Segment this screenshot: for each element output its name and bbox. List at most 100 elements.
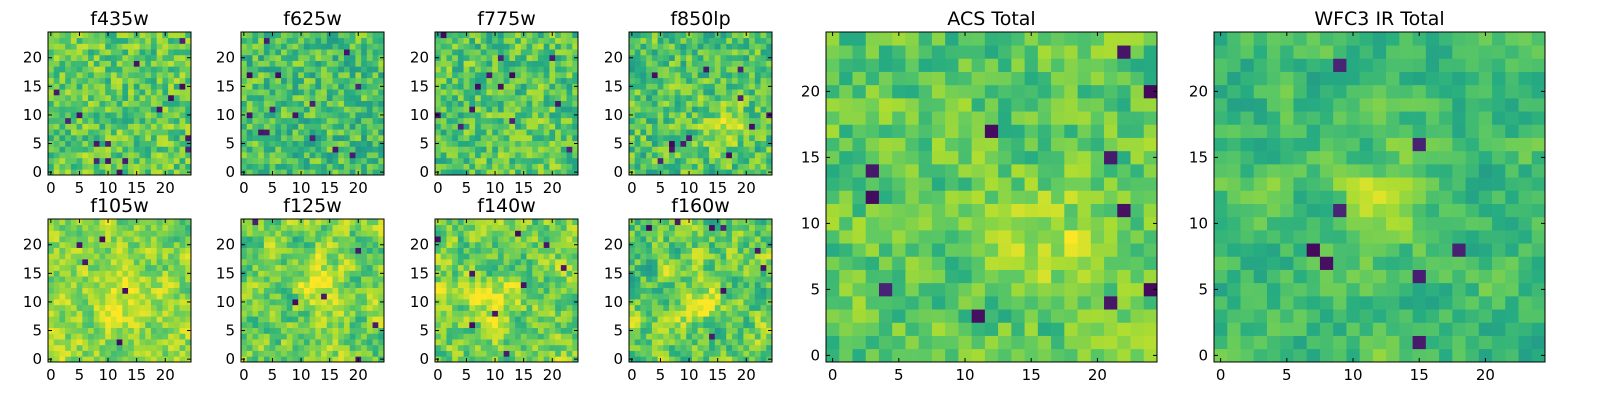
heatmap-cell (139, 293, 146, 300)
heatmap-cell (440, 49, 447, 56)
heatmap-cell (53, 43, 60, 50)
x-tick-label: 20 (737, 179, 756, 197)
heatmap-cell (737, 140, 744, 147)
heatmap-cell (173, 350, 180, 357)
heatmap-cell (65, 299, 72, 306)
heatmap-cell (116, 106, 123, 113)
heatmap-cell (686, 129, 693, 136)
heatmap-cell (263, 339, 270, 346)
heatmap-cell (720, 304, 727, 311)
heatmap-cell (53, 112, 60, 119)
heatmap-cell (492, 60, 499, 67)
heatmap-cell (252, 316, 259, 323)
heatmap-cell (275, 236, 282, 243)
heatmap-cell (469, 89, 476, 96)
heatmap-cell (697, 276, 704, 283)
heatmap-cell (263, 281, 270, 288)
heatmap-cell (156, 129, 163, 136)
heatmap-cell (88, 72, 95, 79)
heatmap-cell (349, 304, 356, 311)
heatmap-cell (122, 293, 129, 300)
heatmap-cell (743, 344, 750, 351)
heatmap-cell (298, 112, 305, 119)
heatmap-cell (691, 293, 698, 300)
heatmap-cell (321, 163, 328, 170)
heatmap-cell (526, 299, 533, 306)
heatmap-cell (133, 241, 140, 248)
heatmap-cell (463, 123, 470, 130)
heatmap-cell (486, 37, 493, 44)
heatmap-cell (509, 32, 516, 39)
heatmap-cell (469, 77, 476, 84)
heatmap-cell (726, 152, 733, 159)
heatmap-cell (185, 264, 192, 271)
heatmap-cell (139, 83, 146, 90)
heatmap-cell (480, 327, 487, 334)
heatmap-cell (309, 270, 316, 277)
heatmap-cell (640, 276, 647, 283)
heatmap-cell (241, 287, 248, 294)
heatmap-cell (105, 37, 112, 44)
heatmap-cell (355, 230, 362, 237)
heatmap-cell (731, 123, 739, 130)
heatmap-cell (59, 236, 66, 243)
heatmap-cell (179, 94, 186, 101)
heatmap-cell (634, 327, 641, 334)
heatmap-cell (560, 123, 567, 130)
heatmap-cell (766, 163, 773, 170)
heatmap-cell (486, 146, 493, 153)
heatmap-cell (640, 100, 647, 107)
heatmap-cell (497, 264, 504, 271)
heatmap-cell (634, 310, 641, 317)
heatmap-cell (246, 270, 253, 277)
heatmap-cell (378, 316, 385, 323)
heatmap-cell (343, 316, 351, 323)
heatmap-cell (185, 350, 192, 357)
heatmap-cell (361, 327, 368, 334)
heatmap-cell (646, 43, 653, 50)
heatmap-cell (269, 270, 276, 277)
heatmap-cell (309, 106, 316, 113)
heatmap-cell (338, 310, 345, 317)
heatmap-cell (162, 112, 169, 119)
heatmap-cell (65, 219, 72, 226)
heatmap-cell (128, 106, 135, 113)
heatmap-cell (99, 253, 106, 260)
heatmap-cell (555, 123, 562, 130)
heatmap-cell (475, 146, 482, 153)
heatmap-cell (646, 321, 653, 329)
heatmap-cell (281, 316, 288, 323)
heatmap-cell (697, 344, 704, 351)
heatmap-cell (241, 123, 248, 130)
heatmap-cell (116, 152, 123, 159)
heatmap-cell (252, 247, 259, 254)
heatmap-cell (674, 310, 681, 317)
heatmap-cell (446, 152, 453, 159)
heatmap-cell (532, 117, 539, 124)
heatmap-cell (332, 134, 339, 142)
heatmap-cell (749, 89, 756, 96)
heatmap-cell (446, 72, 453, 79)
heatmap-cell (332, 327, 339, 334)
heatmap-cell (749, 310, 756, 317)
heatmap-cell (349, 219, 356, 226)
heatmap-cell (651, 152, 658, 159)
heatmap-cell (133, 106, 140, 113)
heatmap-cell (269, 66, 276, 73)
heatmap-cell (366, 89, 373, 96)
heatmap-cell (640, 157, 647, 164)
heatmap-cell (680, 281, 687, 288)
heatmap-cell (509, 344, 516, 351)
heatmap-cell (252, 270, 259, 277)
heatmap-cell (492, 327, 499, 334)
heatmap-cell (440, 32, 447, 39)
heatmap-cell (315, 169, 322, 176)
heatmap-cell (440, 112, 447, 119)
heatmap-cell (532, 241, 539, 248)
heatmap-cell (105, 123, 112, 130)
heatmap-cell (168, 224, 175, 231)
heatmap-cell (549, 230, 556, 237)
heatmap-cell (520, 270, 527, 277)
heatmap-cell (116, 230, 123, 237)
heatmap-cell (355, 270, 362, 277)
